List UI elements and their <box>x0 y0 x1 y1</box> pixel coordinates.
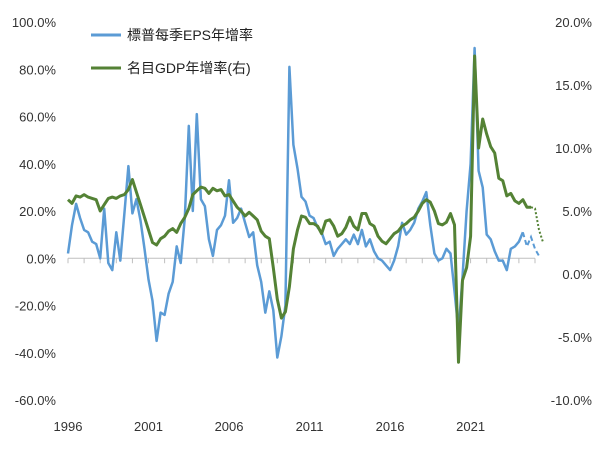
y-right-tick-label: 20.0% <box>555 15 592 30</box>
y-right-tick-label: 5.0% <box>562 204 592 219</box>
y-left-tick-label: 0.0% <box>26 251 56 266</box>
y-left-tick-label: 100.0% <box>12 15 57 30</box>
y-left-tick-label: -40.0% <box>15 346 57 361</box>
y-right-tick-label: 15.0% <box>555 78 592 93</box>
legend-label-gdp: 名目GDP年增率(右) <box>127 60 251 76</box>
x-tick-label: 2021 <box>456 419 485 434</box>
series-forecast-line-0 <box>521 232 540 257</box>
x-tick-label: 2011 <box>296 419 324 434</box>
x-tick-label: 1996 <box>54 419 83 434</box>
x-tick-label: 2001 <box>134 419 163 434</box>
y-left-tick-label: -60.0% <box>15 393 57 408</box>
y-right-tick-label: 0.0% <box>562 267 592 282</box>
right-y-axis: 20.0% 15.0% 10.0% 5.0% 0.0% -5.0% -10.0% <box>551 15 593 408</box>
y-left-tick-label: 60.0% <box>19 110 56 125</box>
series-line-0 <box>66 46 525 359</box>
y-left-tick-label: 80.0% <box>19 62 56 77</box>
y-left-tick-label: -20.0% <box>15 299 57 314</box>
x-tick-label: 2006 <box>215 419 244 434</box>
y-left-tick-label: 40.0% <box>19 157 56 172</box>
x-axis: 1996 2001 2006 2011 2016 2021 <box>54 257 536 434</box>
y-right-tick-label: 10.0% <box>555 141 592 156</box>
left-y-axis: 100.0% 80.0% 60.0% 40.0% 20.0% 0.0% -20.0% -40.… <box>12 15 57 408</box>
x-tick-label: 2016 <box>376 419 405 434</box>
y-left-tick-label: 20.0% <box>19 204 56 219</box>
legend: 標普每季EPS年增率 名目GDP年增率(右) <box>91 27 253 76</box>
series-layer <box>66 46 545 364</box>
y-right-tick-label: -10.0% <box>551 393 593 408</box>
series-line-1 <box>66 54 531 364</box>
legend-label-eps: 標普每季EPS年增率 <box>127 27 253 43</box>
y-right-tick-label: -5.0% <box>558 330 592 345</box>
series-forecast-line-1 <box>530 206 545 243</box>
